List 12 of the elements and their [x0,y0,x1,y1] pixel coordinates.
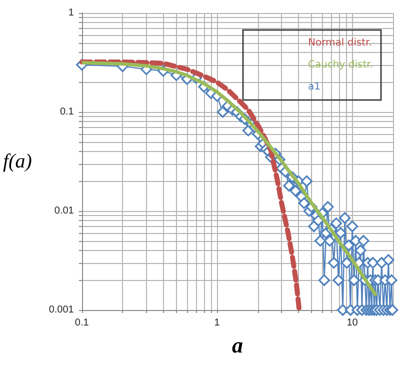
y-tick-label: 0.01 [54,206,74,216]
y-tick-label: 1 [68,8,74,18]
text: Cauchy distr. [308,60,374,70]
x-tick-label: 10 [346,318,358,328]
text: a1 [308,82,320,92]
x-axis-title: a [232,332,243,358]
x-tick-label: 0.1 [74,318,90,328]
y-tick-label: 0.1 [60,106,74,118]
y-tick-label: 0.001 [48,304,74,316]
y-axis-title: f(a) [2,150,32,172]
x-tick-label: 1 [214,318,220,328]
text: Normal distr. [308,38,372,48]
